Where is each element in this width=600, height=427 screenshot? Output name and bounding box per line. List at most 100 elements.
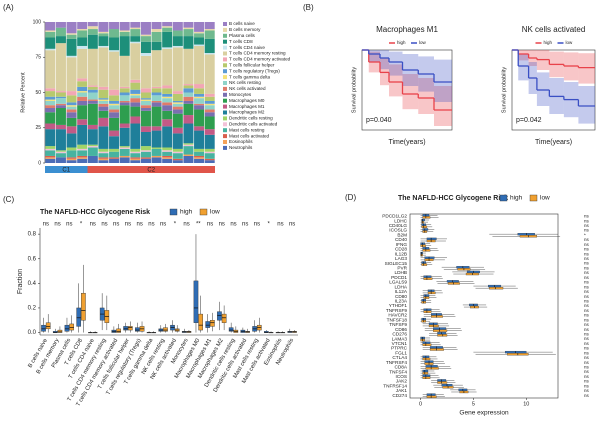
box [421, 263, 428, 266]
bar-segment [77, 150, 88, 156]
significance: ns [148, 222, 154, 228]
plot-frame [511, 49, 596, 131]
y-tick-label: JAK2 [396, 379, 408, 384]
y-tick-label: 25 [35, 125, 41, 131]
bar-segment [119, 95, 130, 101]
panel-label: (D) [345, 193, 356, 202]
bar-segment [140, 88, 151, 93]
significance: ns [584, 331, 590, 336]
bar-segment [194, 84, 205, 89]
bar-segment [77, 91, 88, 93]
bar-segment [87, 147, 98, 156]
bar-segment [98, 160, 109, 163]
bar-segment [87, 29, 98, 35]
bar-segment [98, 98, 109, 100]
bar-segment [66, 57, 77, 92]
bar-segment [119, 30, 130, 32]
significance: * [584, 232, 586, 237]
box [421, 225, 428, 228]
y-tick-label: B2M [397, 232, 407, 237]
bar-segment [140, 150, 151, 152]
bar-segment [45, 157, 56, 159]
ci-band [578, 53, 595, 84]
bar-segment [151, 155, 162, 158]
bar-segment [77, 22, 88, 30]
ci-band [434, 59, 452, 102]
box [428, 324, 439, 328]
bar-segment [55, 153, 66, 158]
bar-segment [183, 96, 194, 101]
bar-segment [45, 158, 56, 163]
bar-segment [98, 22, 109, 32]
bar-segment [130, 148, 141, 152]
bar-segment [87, 85, 98, 87]
legend-swatch [223, 92, 227, 97]
significance: ns [289, 222, 295, 228]
bar-segment [45, 37, 56, 49]
significance: ns [584, 308, 590, 313]
bar-segment [98, 158, 109, 161]
legend-swatch [223, 51, 227, 56]
y-tick-label: TNFRSF4 [386, 360, 407, 365]
bar-segment [98, 148, 109, 152]
legend-label: Dendritic cells activated [229, 122, 278, 127]
bar-segment [45, 99, 56, 101]
bar-segment [98, 106, 109, 111]
significance: ns [43, 222, 49, 228]
significance: ns [54, 222, 60, 228]
bar-segment [98, 100, 109, 104]
bar-segment [45, 146, 56, 149]
bar-segment [130, 106, 141, 117]
bar-segment [183, 92, 194, 97]
significance: ns [584, 265, 590, 270]
legend-swatch [223, 116, 227, 121]
bar-segment [162, 96, 173, 99]
bar-segment [172, 106, 183, 110]
bar-segment [87, 92, 98, 100]
bar-segment [77, 48, 88, 79]
bar-segment [204, 109, 215, 113]
box [427, 291, 436, 295]
bar-segment [194, 98, 205, 104]
legend-label: T cells regulatory (Tregs) [229, 68, 280, 73]
bar-segment [194, 157, 205, 159]
bar-segment [162, 158, 173, 163]
significance: ns [90, 222, 96, 228]
bar-segment [140, 146, 151, 151]
y-axis-label: Fraction [17, 269, 24, 294]
legend-swatch [223, 122, 227, 127]
bar-segment [77, 119, 88, 125]
bar-segment [77, 155, 88, 158]
bar-segment [66, 95, 77, 103]
y-tick-label: HAVCR2 [388, 313, 407, 318]
bar-segment [151, 126, 162, 131]
bar-segment [151, 106, 162, 127]
significance: ns [113, 222, 119, 228]
bar-segment [55, 151, 66, 154]
significance: ns [584, 369, 590, 374]
significance: ns [584, 350, 590, 355]
bar-segment [140, 55, 151, 89]
bar-segment [140, 158, 151, 163]
bar-segment [98, 86, 109, 90]
bar-segment [109, 22, 120, 30]
bar-segment [45, 91, 56, 97]
box [447, 282, 460, 285]
group-label: C1 [62, 167, 70, 173]
bar-segment [183, 115, 194, 124]
bar-segment [204, 54, 215, 94]
legend-label: Neutrophils [229, 145, 253, 150]
legend-swatch [199, 208, 208, 216]
significance: ns [584, 237, 590, 242]
y-tick-label: CD40 [395, 237, 407, 242]
bar-segment [45, 112, 56, 124]
bar-segment [66, 55, 77, 58]
bar-segment [151, 50, 162, 87]
bar-segment [162, 98, 173, 103]
bar-segment [183, 22, 194, 28]
legend-swatch [223, 33, 227, 38]
box [423, 308, 432, 311]
bar-segment [109, 51, 120, 90]
bar-segment [194, 155, 205, 158]
y-tick-label: LDHA [394, 284, 407, 289]
